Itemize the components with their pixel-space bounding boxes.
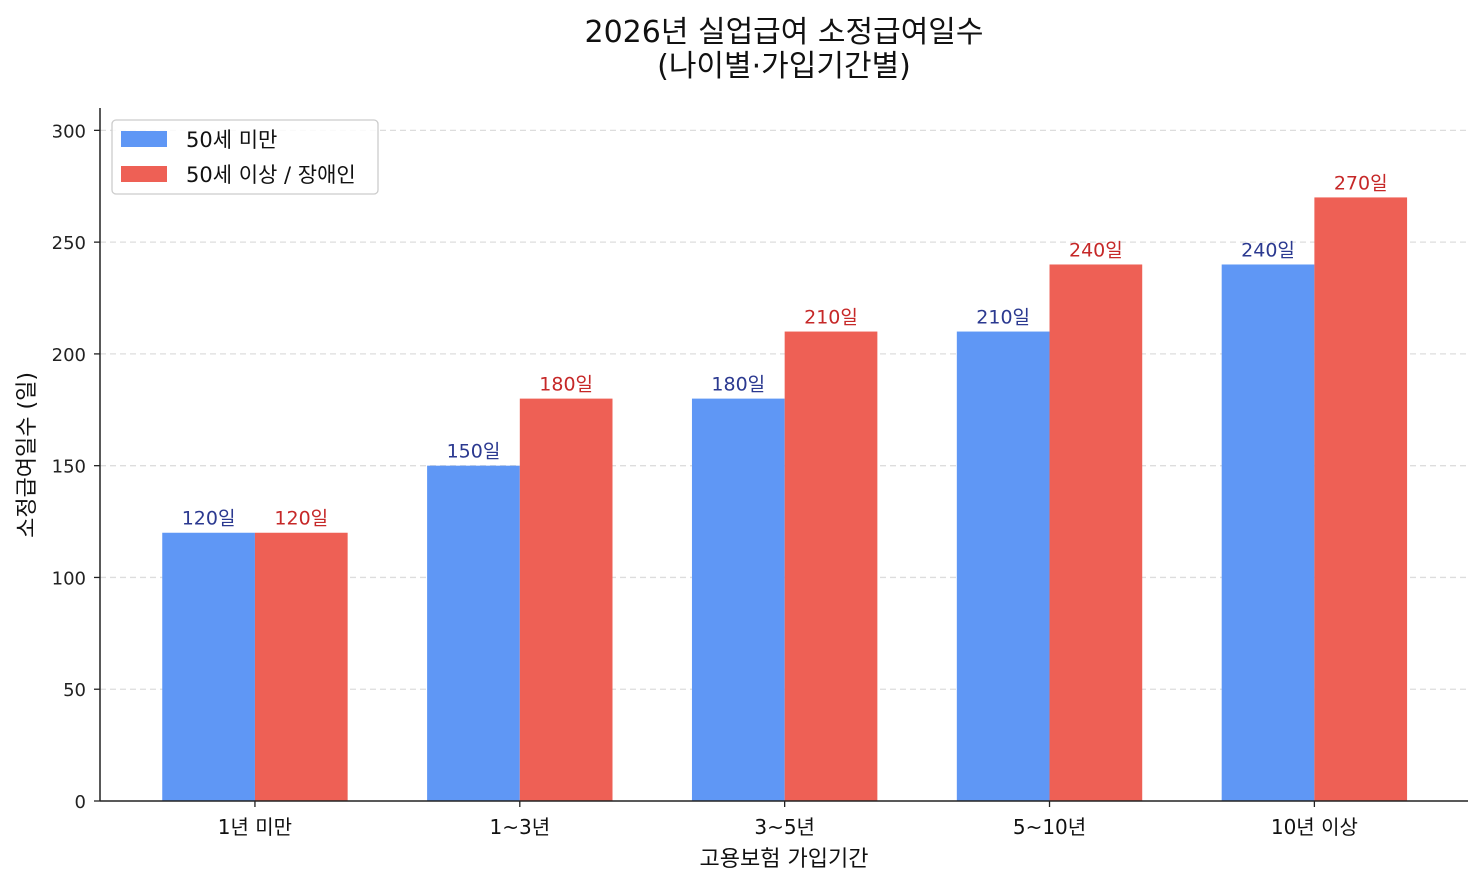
bar-value-label: 240일 <box>1069 239 1123 261</box>
legend-label: 50세 미만 <box>186 128 277 152</box>
y-tick-label: 150 <box>52 457 86 478</box>
x-axis-label: 고용보험 가입기간 <box>700 847 869 872</box>
bar <box>1049 264 1143 801</box>
chart-title-line2: (나이별·가입기간별) <box>657 49 911 84</box>
bar-value-label: 270일 <box>1334 172 1388 194</box>
bar <box>519 398 613 801</box>
legend-label: 50세 이상 / 장애인 <box>186 163 356 187</box>
x-tick-label: 10년 이상 <box>1271 815 1358 839</box>
y-tick-label: 200 <box>52 345 86 366</box>
bar <box>784 331 878 801</box>
bar-value-label: 180일 <box>539 374 593 396</box>
bar-value-label: 120일 <box>182 508 236 530</box>
y-axis-label: 소정급여일수 (일) <box>15 372 40 538</box>
bar <box>1221 264 1315 801</box>
bar-value-label: 150일 <box>447 441 501 463</box>
bar <box>254 532 348 801</box>
bar-value-label: 120일 <box>274 508 328 530</box>
bar <box>956 331 1050 801</box>
bar <box>162 532 255 801</box>
legend-swatch <box>121 166 167 182</box>
y-tick-label: 250 <box>52 233 86 254</box>
bar-value-label: 240일 <box>1241 239 1295 261</box>
legend: 50세 미만 50세 이상 / 장애인 <box>111 119 379 195</box>
x-tick-label: 1년 미만 <box>218 815 292 839</box>
legend-swatch <box>121 131 167 147</box>
bar-value-label: 180일 <box>711 374 765 396</box>
x-tick-label: 1~3년 <box>489 815 550 839</box>
bar <box>691 398 785 801</box>
y-tick-label: 300 <box>52 121 86 142</box>
bar <box>427 465 520 801</box>
bar <box>1314 197 1408 801</box>
x-tick-label: 5~10년 <box>1013 815 1086 839</box>
chart-title-line1: 2026년 실업급여 소정급여일수 <box>584 15 983 50</box>
y-tick-label: 50 <box>63 680 86 701</box>
legend-box <box>111 119 379 195</box>
y-tick-label: 100 <box>52 568 86 589</box>
bar-value-label: 210일 <box>804 307 858 329</box>
bar-value-label: 210일 <box>976 307 1030 329</box>
x-tick-label: 3~5년 <box>754 815 815 839</box>
y-tick-label: 0 <box>75 792 86 813</box>
